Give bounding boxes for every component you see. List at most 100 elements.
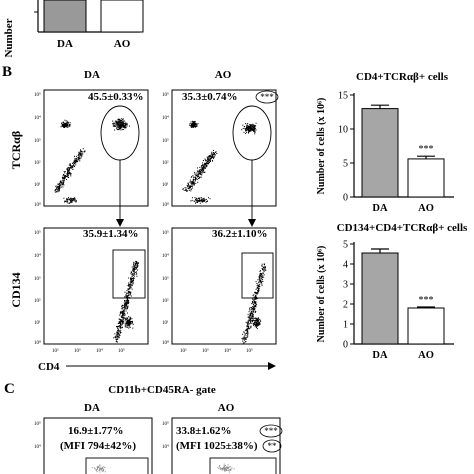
svg-text:10²: 10²: [180, 348, 187, 354]
panel-a-cat-ao: AO: [114, 38, 131, 50]
panel-b-col-da: DA: [84, 69, 100, 81]
chart-cd4-bar-ao: [407, 158, 445, 198]
chart-cd4-ylabel: Number of cells (x 10⁶): [316, 98, 327, 195]
tick-labels-top-da: 10⁵ 10⁴ 10³ 10² 10¹ 10⁰: [34, 92, 41, 208]
x-tick-labels-ao: 10² 10³ 10⁴ 10⁵: [180, 348, 253, 354]
chart-cd4-ytick-label: 5: [343, 159, 348, 170]
flow-plot-bottom-ao: [171, 227, 277, 345]
svg-text:10⁴: 10⁴: [162, 253, 169, 259]
chart-cd134-ytick-label: 5: [343, 240, 348, 251]
flow-plot-c-da: [43, 417, 153, 474]
svg-text:10³: 10³: [34, 276, 41, 282]
svg-text:10¹: 10¹: [162, 320, 169, 326]
svg-text:10²: 10²: [162, 160, 169, 166]
gate-bottom-da-value: 35.9±1.34%: [83, 228, 139, 240]
y-axis-label-top: TCRαβ: [9, 131, 23, 169]
x-axis-label: CD4: [38, 361, 60, 373]
svg-text:10⁵: 10⁵: [246, 348, 253, 354]
gate-rect-c-ao: [209, 457, 277, 474]
sig-oval-top-ao: [255, 90, 279, 104]
svg-text:10⁵: 10⁵: [162, 230, 169, 236]
svg-text:10⁴: 10⁴: [34, 253, 41, 259]
panel-b-col-ao: AO: [215, 69, 232, 81]
svg-text:10⁵: 10⁵: [162, 92, 169, 98]
chart-cd4-ytick-label: 10: [338, 125, 348, 136]
svg-text:10¹: 10¹: [162, 182, 169, 188]
svg-text:10⁵: 10⁵: [34, 421, 41, 427]
svg-text:10⁴: 10⁴: [34, 115, 41, 121]
chart-cd134-title: CD134+CD4+TCRαβ+ cells: [337, 222, 468, 234]
panel-c-ao-mfi-sig: **: [268, 441, 278, 451]
flow-plot-top-da: [43, 89, 149, 207]
gate-rect-ao: [241, 252, 274, 299]
panel-b-letter: B: [2, 64, 12, 80]
tick-labels-c-da: 10⁵ 10⁴: [34, 421, 41, 450]
panel-c-letter: C: [4, 381, 15, 397]
chart-cd4-sig: ***: [419, 144, 434, 155]
panel-a-bar-ao: [100, 0, 144, 33]
chart-cd134-ytick-label: 2: [343, 300, 348, 311]
chart-cd4-ytick-label: 15: [338, 91, 348, 102]
y-axis-label-bottom: CD134: [9, 272, 23, 307]
panel-c-da-pct: 16.9±1.77%: [68, 425, 124, 437]
svg-text:10⁵: 10⁵: [34, 230, 41, 236]
panel-c-ao-pct-sig: ***: [264, 426, 278, 436]
gate-rect-c-da: [85, 457, 149, 474]
chart-cd134-cat-ao: AO: [418, 350, 434, 361]
svg-text:10⁴: 10⁴: [224, 348, 231, 354]
panel-a-y-label: Number: [3, 18, 15, 57]
gate-top-ao-value: 35.3±0.74%: [182, 91, 238, 103]
flow-plot-c-ao: [171, 417, 281, 474]
svg-text:10⁴: 10⁴: [162, 115, 169, 121]
svg-text:10¹: 10¹: [34, 182, 41, 188]
chart-cd134-bar-da: [361, 252, 399, 345]
gate-rect-da: [112, 249, 146, 299]
gate-top-da-value: 45.5±0.33%: [88, 91, 144, 103]
bar-chart-cd4: CD4+TCRαβ+ cells Number of cells (x 10⁶) 0…: [316, 71, 454, 214]
chart-cd134-ytick-label: 3: [343, 280, 348, 291]
svg-text:10²: 10²: [34, 160, 41, 166]
panel-c-ao-pct: 33.8±1.62%: [176, 425, 232, 437]
svg-text:10⁴: 10⁴: [162, 444, 169, 450]
gate-ellipse-ao: [232, 105, 272, 161]
chart-cd4-title: CD4+TCRαβ+ cells: [356, 71, 449, 83]
bar-chart-cd134: CD134+CD4+TCRαβ+ cells Number of cells (x…: [316, 222, 468, 361]
gate-top-ao-sig: ***: [260, 92, 274, 102]
svg-text:10⁰: 10⁰: [162, 340, 169, 346]
panel-c-col-ao: AO: [218, 402, 235, 414]
panel-a-cat-da: DA: [57, 38, 73, 50]
tick-labels-top-ao: 10⁵ 10⁴ 10³ 10² 10¹ 10⁰: [162, 92, 169, 208]
panel-a: Number DA AO: [3, 0, 144, 58]
svg-text:10³: 10³: [162, 276, 169, 282]
sig-oval-c-pct: [259, 424, 283, 438]
chart-cd134-bar-ao: [407, 307, 445, 345]
chart-cd134-ytick-label: 1: [343, 320, 348, 331]
chart-cd4-cat-da: DA: [372, 203, 388, 214]
panel-c-ao-mfi: (MFI 1025±38%): [176, 440, 258, 452]
svg-text:10³: 10³: [34, 138, 41, 144]
svg-text:10³: 10³: [202, 348, 209, 354]
chart-cd134-ytick-label: 4: [343, 260, 348, 271]
tick-labels-bottom-ao: 10⁵ 10⁴ 10³ 10² 10¹ 10⁰: [162, 230, 169, 346]
chart-cd4-ytick-label: 0: [343, 193, 348, 204]
svg-text:10³: 10³: [74, 348, 81, 354]
svg-text:10⁵: 10⁵: [118, 348, 125, 354]
sig-oval-c-mfi: [262, 439, 282, 453]
flow-plot-top-ao: [171, 89, 277, 207]
gate-ellipse-da: [100, 105, 140, 161]
panel-c-col-da: DA: [84, 402, 100, 414]
flow-events: [54, 118, 267, 473]
panel-c-da-mfi: (MFI 794±42%): [60, 440, 136, 452]
svg-text:10⁰: 10⁰: [34, 202, 41, 208]
svg-text:10⁵: 10⁵: [162, 421, 169, 427]
chart-cd134-sig: ***: [419, 295, 434, 306]
chart-cd134-cat-da: DA: [372, 350, 388, 361]
tick-labels-bottom-da: 10⁵ 10⁴ 10³ 10² 10¹ 10⁰: [34, 230, 41, 346]
flow-plot-bottom-da: [43, 227, 149, 345]
chart-cd134-ylabel: Number of cells (x 10⁶): [316, 246, 327, 343]
x-tick-labels-da: 10² 10³ 10⁴ 10⁵: [52, 348, 125, 354]
svg-text:10²: 10²: [162, 298, 169, 304]
svg-text:10¹: 10¹: [34, 320, 41, 326]
svg-text:10³: 10³: [162, 138, 169, 144]
